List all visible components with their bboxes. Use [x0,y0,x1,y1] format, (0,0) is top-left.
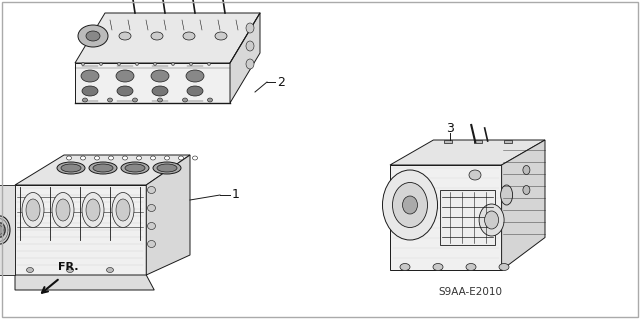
Ellipse shape [246,59,254,69]
Ellipse shape [215,32,227,40]
Ellipse shape [164,156,170,160]
Ellipse shape [22,192,44,227]
Ellipse shape [89,162,117,174]
Ellipse shape [479,204,504,236]
Polygon shape [390,140,545,165]
Ellipse shape [26,199,40,221]
Ellipse shape [109,156,113,160]
Ellipse shape [153,162,181,174]
Ellipse shape [0,223,5,237]
Ellipse shape [81,156,86,160]
Ellipse shape [83,98,88,102]
Ellipse shape [136,63,138,65]
Ellipse shape [246,23,254,33]
Ellipse shape [93,164,113,172]
Ellipse shape [112,192,134,227]
Ellipse shape [207,98,212,102]
Ellipse shape [403,196,417,214]
Ellipse shape [121,162,149,174]
Ellipse shape [136,156,141,160]
Ellipse shape [500,185,513,205]
Polygon shape [15,275,154,290]
Ellipse shape [116,199,130,221]
Ellipse shape [187,86,203,96]
Ellipse shape [172,63,175,65]
Ellipse shape [78,25,108,47]
Ellipse shape [246,41,254,51]
Ellipse shape [157,164,177,172]
Ellipse shape [95,156,99,160]
Ellipse shape [86,199,100,221]
Ellipse shape [106,268,113,272]
Ellipse shape [118,63,120,65]
Ellipse shape [147,222,156,229]
Ellipse shape [179,156,184,160]
Polygon shape [15,155,190,185]
Ellipse shape [108,98,113,102]
Ellipse shape [150,156,156,160]
Ellipse shape [392,182,428,227]
Ellipse shape [433,263,443,271]
Ellipse shape [469,170,481,180]
Text: 3: 3 [446,122,454,136]
Ellipse shape [52,192,74,227]
Ellipse shape [132,98,138,102]
Ellipse shape [147,241,156,248]
Ellipse shape [499,263,509,271]
Ellipse shape [484,211,499,229]
Ellipse shape [151,32,163,40]
Ellipse shape [157,98,163,102]
Ellipse shape [81,70,99,82]
Polygon shape [504,140,512,143]
Ellipse shape [466,263,476,271]
Ellipse shape [152,86,168,96]
Ellipse shape [82,192,104,227]
Ellipse shape [117,86,133,96]
Text: S9AA-E2010: S9AA-E2010 [438,287,502,297]
Ellipse shape [147,187,156,194]
Ellipse shape [183,32,195,40]
Ellipse shape [189,63,193,65]
Polygon shape [75,63,230,103]
FancyBboxPatch shape [440,190,495,245]
Ellipse shape [147,204,156,211]
Ellipse shape [0,216,10,244]
Text: FR.: FR. [58,262,79,272]
Polygon shape [502,140,545,270]
Ellipse shape [57,162,85,174]
Polygon shape [147,155,190,275]
Ellipse shape [82,86,98,96]
Ellipse shape [523,166,530,174]
Polygon shape [474,140,483,143]
Ellipse shape [523,186,530,195]
Ellipse shape [400,263,410,271]
Text: 1: 1 [232,189,240,202]
Text: 2: 2 [277,76,285,88]
Polygon shape [230,13,260,103]
Ellipse shape [56,199,70,221]
Ellipse shape [61,164,81,172]
Ellipse shape [86,31,100,41]
Ellipse shape [67,156,72,160]
Ellipse shape [151,70,169,82]
Polygon shape [390,165,502,270]
Ellipse shape [186,70,204,82]
Ellipse shape [99,63,102,65]
Polygon shape [15,185,147,275]
Polygon shape [0,185,15,275]
Ellipse shape [383,170,438,240]
Polygon shape [444,140,452,143]
Ellipse shape [125,164,145,172]
Ellipse shape [67,268,74,272]
Ellipse shape [207,63,211,65]
Ellipse shape [182,98,188,102]
Ellipse shape [26,268,33,272]
Ellipse shape [154,63,157,65]
Ellipse shape [81,63,84,65]
Polygon shape [75,13,260,63]
Ellipse shape [116,70,134,82]
Ellipse shape [119,32,131,40]
Ellipse shape [193,156,198,160]
Ellipse shape [122,156,127,160]
